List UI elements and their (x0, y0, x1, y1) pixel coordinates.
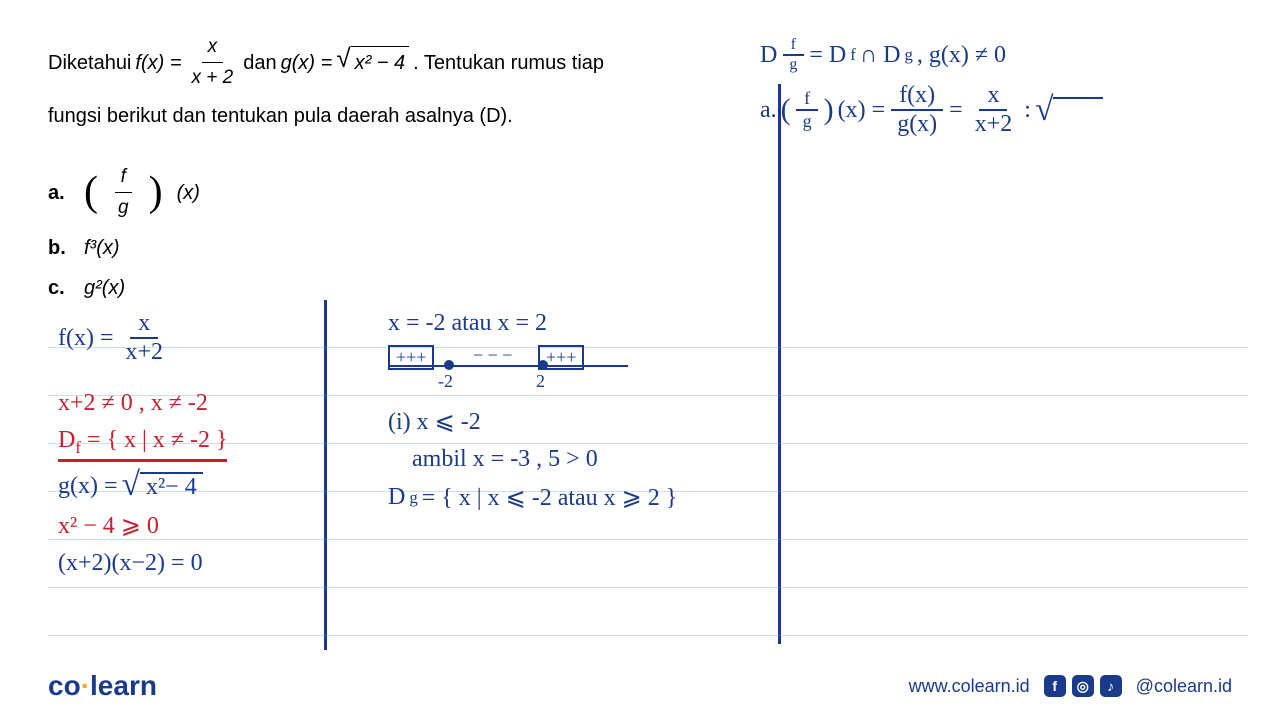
work-col2: x = -2 atau x = 2 +++ − − − +++ -2 2 (i)… (388, 310, 808, 522)
tiktok-icon: ♪ (1100, 675, 1122, 697)
c2-l4: ambil x = -3 , 5 > 0 (388, 446, 808, 473)
tr-line2: a. ( f g ) (x) = f(x) g(x) = x x+2 : √ (760, 82, 1260, 138)
option-c: c. g²(x) (48, 272, 748, 304)
work-col1: f(x) = x x+2 x+2 ≠ 0 , x ≠ -2 Df = { x |… (58, 310, 338, 587)
fx-fraction: x x + 2 (186, 32, 240, 94)
worked-area: f(x) = x x+2 x+2 ≠ 0 , x ≠ -2 Df = { x |… (48, 300, 1248, 660)
c1-l2: x+2 ≠ 0 , x ≠ -2 (58, 390, 338, 417)
c1-l3: Df = { x | x ≠ -2 } (58, 427, 338, 462)
footer-url: www.colearn.id (909, 676, 1030, 697)
options: a. ( f g ) (x) b. f³(x) c. g²(x) (48, 162, 748, 304)
tr-line1: D f g = Df ∩ Dg , g(x) ≠ 0 (760, 36, 1260, 74)
instagram-icon: ◎ (1072, 675, 1094, 697)
c2-l5: Dg = { x | x ⩽ -2 atau x ⩾ 2 } (388, 483, 808, 512)
c2-l3: (i) x ⩽ -2 (388, 407, 808, 436)
option-a: a. ( f g ) (x) (48, 162, 748, 224)
c1-l5: x² − 4 ⩾ 0 (58, 511, 338, 540)
text-dan: dan (243, 47, 276, 79)
sign-diagram: +++ − − − +++ -2 2 (388, 347, 628, 387)
text-diketahui: Diketahui (48, 47, 131, 79)
c1-l1: f(x) = x x+2 (58, 310, 338, 366)
problem-statement: Diketahui f(x) = x x + 2 dan g(x) = √ x²… (48, 32, 748, 304)
topright-work: D f g = Df ∩ Dg , g(x) ≠ 0 a. ( f g ) (x… (760, 36, 1260, 146)
footer-right: www.colearn.id f ◎ ♪ @colearn.id (909, 675, 1232, 697)
option-b: b. f³(x) (48, 232, 748, 264)
social-icons: f ◎ ♪ (1044, 675, 1122, 697)
c1-l4: g(x) = √ x²− 4 (58, 472, 338, 501)
footer: co·learn www.colearn.id f ◎ ♪ @colearn.i… (0, 670, 1280, 702)
problem-line2: fungsi berikut dan tentukan pula daerah … (48, 100, 748, 132)
gx-lhs: g(x) = (281, 47, 333, 79)
c1-l6: (x+2)(x−2) = 0 (58, 550, 338, 577)
facebook-icon: f (1044, 675, 1066, 697)
c2-l1: x = -2 atau x = 2 (388, 310, 808, 337)
logo: co·learn (48, 670, 157, 702)
footer-handle: @colearn.id (1136, 676, 1232, 697)
gx-sqrt: √ x² − 4 (336, 46, 409, 79)
text-post: . Tentukan rumus tiap (413, 47, 604, 79)
fx-lhs: f(x) = (135, 47, 181, 79)
